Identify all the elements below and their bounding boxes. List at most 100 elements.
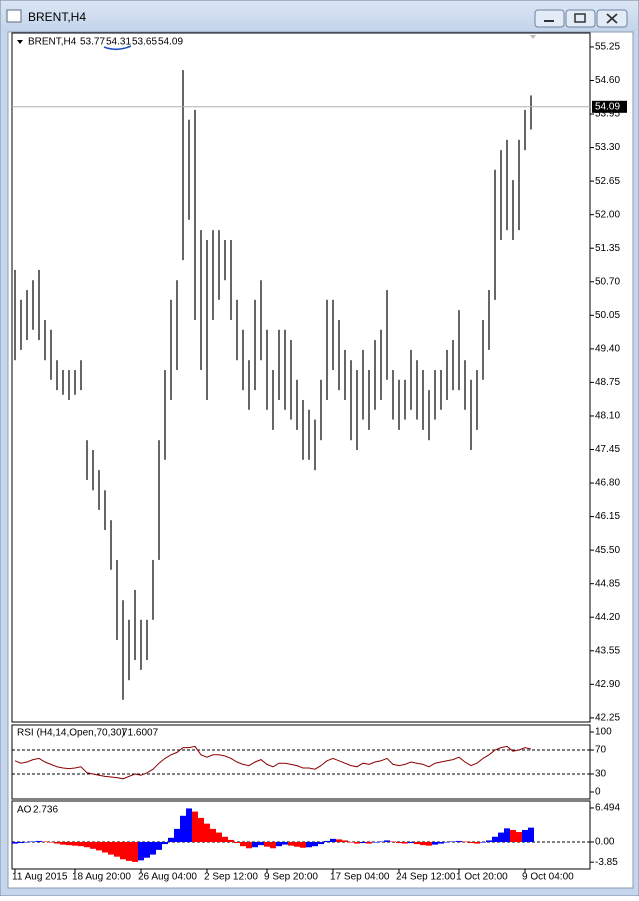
- ao-bar: [102, 841, 108, 853]
- ao-bar: [288, 841, 294, 846]
- hand-underline: [103, 45, 132, 51]
- ao-panel: [11, 800, 591, 870]
- y-tick-label: 52.65: [595, 176, 620, 187]
- y-tick-label: 50.70: [595, 276, 620, 287]
- y-tick-label: 0.00: [595, 837, 615, 848]
- y-tick-label: 70: [595, 745, 607, 756]
- quote-close: 54.09: [158, 37, 183, 48]
- ao-bar: [150, 841, 156, 855]
- ao-bar: [210, 828, 216, 842]
- ao-bar: [240, 841, 246, 847]
- ao-bar: [48, 841, 54, 843]
- ao-bar: [54, 841, 60, 844]
- price-panel: [11, 32, 591, 723]
- ao-bar: [330, 838, 336, 842]
- ao-bar: [402, 841, 408, 844]
- ao-bar: [282, 841, 288, 845]
- ao-bar: [258, 841, 264, 846]
- y-tick-label: 44.20: [595, 612, 620, 623]
- chart-background: [7, 31, 634, 889]
- ao-bar: [144, 841, 150, 858]
- window-icon: [6, 9, 22, 23]
- ao-bar: [396, 841, 402, 844]
- y-tick-label: 42.90: [595, 679, 620, 690]
- y-tick-label: 55.25: [595, 42, 620, 53]
- ao-bar: [336, 839, 342, 842]
- y-tick-label: 48.75: [595, 377, 620, 388]
- x-tick-label: 17 Sep 04:00: [330, 872, 390, 883]
- quote-open: 53.77: [80, 37, 105, 48]
- ao-bar: [174, 828, 180, 842]
- ao-bar: [516, 832, 522, 842]
- y-tick-label: 0: [595, 787, 601, 798]
- y-tick-label: 50.05: [595, 310, 620, 321]
- y-tick-label: 49.40: [595, 343, 620, 354]
- ao-bar: [474, 841, 480, 844]
- ao-bar: [132, 841, 138, 862]
- y-tick-label: 48.10: [595, 411, 620, 422]
- x-tick-label: 1 Oct 20:00: [456, 872, 508, 883]
- ao-bar: [42, 841, 48, 842]
- close-icon: [606, 13, 618, 24]
- x-tick-label: 24 Sep 12:00: [396, 872, 456, 883]
- x-tick-label: 9 Sep 20:00: [264, 872, 318, 883]
- ao-bar: [360, 841, 366, 844]
- rsi-title: RSI (H4,14,Open,70,30): [17, 728, 125, 739]
- ao-bar: [318, 841, 324, 845]
- ao-bar: [84, 841, 90, 848]
- ao-bar: [414, 841, 420, 845]
- ao-bar: [162, 841, 168, 845]
- y-tick-label: 47.45: [595, 444, 620, 455]
- quote-low: 53.65: [132, 37, 157, 48]
- ao-bar: [246, 841, 252, 849]
- ao-bar: [60, 841, 66, 845]
- maximize-button[interactable]: [565, 9, 596, 28]
- ao-bar: [438, 841, 444, 844]
- y-tick-label: 44.85: [595, 578, 620, 589]
- ao-bar: [444, 841, 450, 843]
- y-tick-label: 45.50: [595, 545, 620, 556]
- ao-bar: [228, 839, 234, 842]
- ao-value: 2.736: [33, 805, 58, 816]
- ao-bar: [36, 840, 42, 842]
- y-tick-label: 53.30: [595, 142, 620, 153]
- ao-bar: [480, 841, 486, 843]
- ao-bar: [498, 832, 504, 842]
- y-tick-label: 6.494: [595, 803, 620, 814]
- x-tick-label: 9 Oct 04:00: [522, 872, 574, 883]
- window-title: BRENT,H4: [28, 10, 86, 24]
- ao-bar: [198, 817, 204, 842]
- ao-bar: [216, 832, 222, 842]
- ao-bar: [78, 841, 84, 847]
- ao-bar: [96, 841, 102, 851]
- y-tick-label: 46.80: [595, 478, 620, 489]
- ao-bar: [342, 840, 348, 842]
- ao-bar: [522, 829, 528, 842]
- ao-bar: [204, 823, 210, 842]
- ao-bar: [504, 828, 510, 842]
- minimize-button[interactable]: [534, 9, 565, 28]
- ao-bar: [30, 841, 36, 842]
- ao-bar: [168, 837, 174, 842]
- ao-title: AO: [17, 805, 32, 816]
- ao-bar: [456, 840, 462, 842]
- ao-bar: [312, 841, 318, 847]
- dropdown-arrow: [17, 40, 23, 44]
- x-tick-label: 26 Aug 04:00: [138, 872, 197, 883]
- ao-bar: [390, 841, 396, 842]
- ao-bar: [366, 841, 372, 844]
- rsi-line: [14, 745, 532, 780]
- ao-bar: [306, 841, 312, 848]
- ao-bar: [192, 811, 198, 842]
- ao-bar: [114, 841, 120, 857]
- ao-bar: [492, 836, 498, 842]
- ao-bar: [276, 841, 282, 847]
- ao-bar: [156, 841, 162, 850]
- x-tick-label: 11 Aug 2015: [12, 872, 68, 883]
- current-price-box: [592, 100, 627, 113]
- ao-bar: [300, 841, 306, 848]
- y-tick-label: 52.00: [595, 209, 620, 220]
- ao-bar: [354, 841, 360, 844]
- chart-symbol: BRENT,H4: [28, 37, 77, 48]
- y-tick-label: -3.85: [595, 857, 618, 868]
